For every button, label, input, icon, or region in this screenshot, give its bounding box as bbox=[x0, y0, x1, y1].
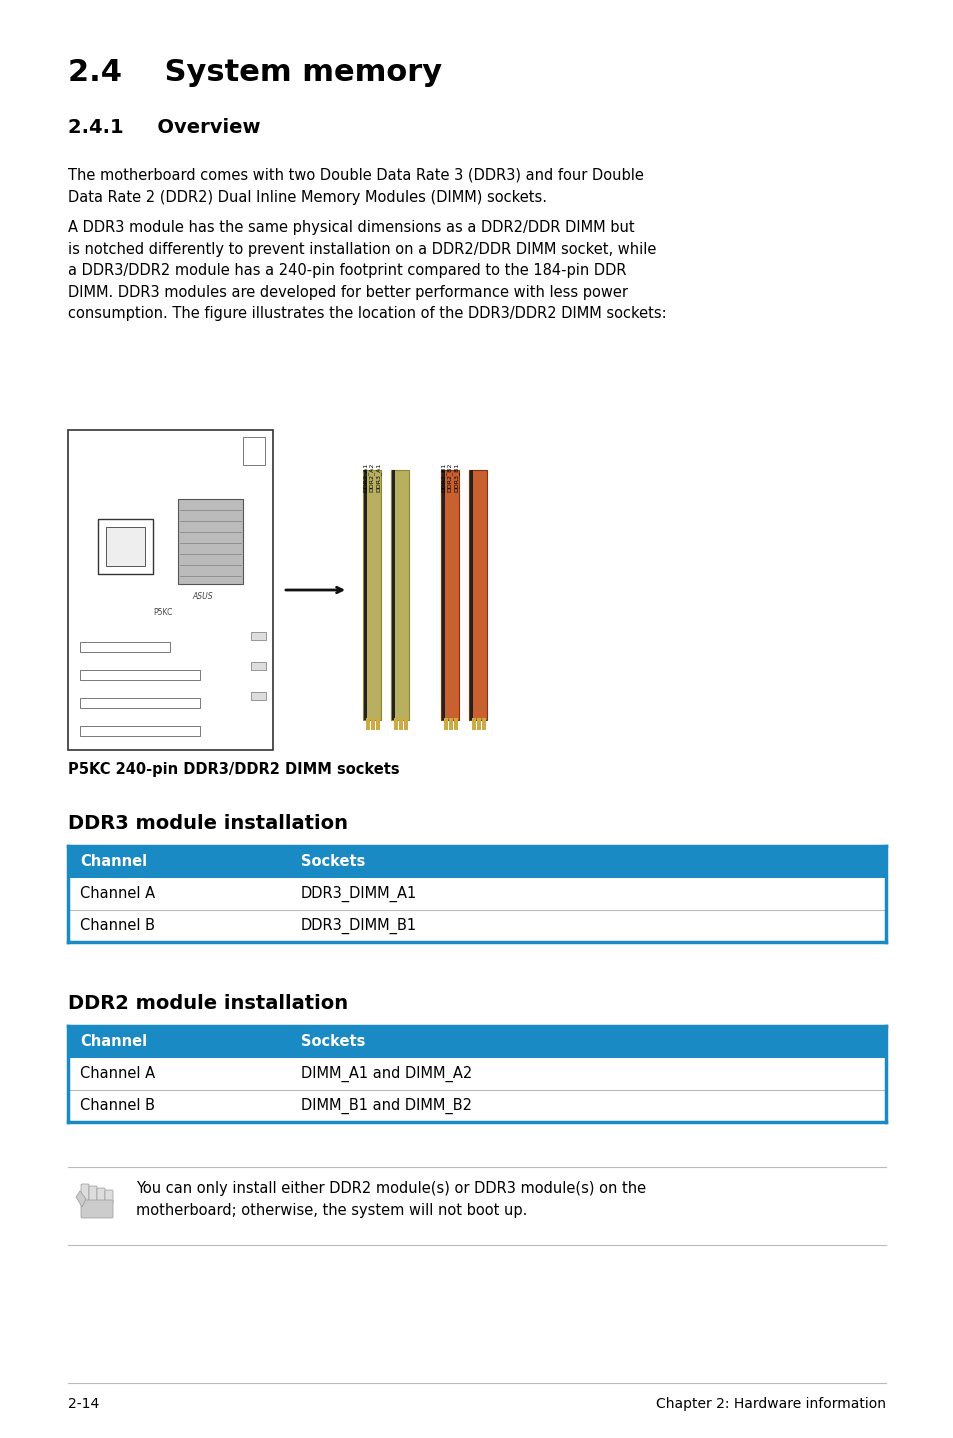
Bar bbox=[392, 470, 395, 720]
FancyBboxPatch shape bbox=[81, 1183, 89, 1204]
Bar bbox=[375, 718, 379, 731]
Bar bbox=[251, 631, 266, 640]
Bar bbox=[68, 910, 289, 942]
Text: The motherboard comes with two Double Data Rate 3 (DDR3) and four Double
Data Ra: The motherboard comes with two Double Da… bbox=[68, 168, 643, 204]
Bar bbox=[363, 470, 380, 720]
Bar bbox=[289, 846, 885, 879]
Bar bbox=[68, 846, 289, 879]
Text: Channel A: Channel A bbox=[80, 1067, 155, 1081]
Bar bbox=[476, 718, 480, 731]
Bar bbox=[80, 726, 200, 736]
Bar bbox=[469, 470, 486, 720]
Bar bbox=[398, 718, 402, 731]
Bar bbox=[470, 470, 473, 720]
Bar bbox=[440, 470, 458, 720]
Text: 2.4.1     Overview: 2.4.1 Overview bbox=[68, 118, 260, 137]
Bar bbox=[481, 718, 485, 731]
Text: Channel: Channel bbox=[80, 1034, 147, 1050]
Bar bbox=[80, 697, 200, 707]
Bar bbox=[449, 718, 453, 731]
Text: A DDR3 module has the same physical dimensions as a DDR2/DDR DIMM but
is notched: A DDR3 module has the same physical dime… bbox=[68, 220, 666, 322]
Bar bbox=[371, 718, 375, 731]
Text: DDR2_A1
DDR2_A2
DDR3_A1: DDR2_A1 DDR2_A2 DDR3_A1 bbox=[362, 463, 381, 492]
Bar bbox=[441, 470, 444, 720]
Bar bbox=[289, 1025, 885, 1058]
Text: DDR3 module installation: DDR3 module installation bbox=[68, 814, 348, 833]
Bar bbox=[443, 718, 448, 731]
Text: DDR2 module installation: DDR2 module installation bbox=[68, 994, 348, 1012]
Bar bbox=[68, 430, 273, 751]
FancyBboxPatch shape bbox=[81, 1199, 112, 1218]
Text: Sockets: Sockets bbox=[300, 1034, 365, 1050]
Text: 2.4    System memory: 2.4 System memory bbox=[68, 58, 441, 88]
Bar bbox=[68, 879, 289, 910]
Text: P5KC 240-pin DDR3/DDR2 DIMM sockets: P5KC 240-pin DDR3/DDR2 DIMM sockets bbox=[68, 762, 399, 777]
Text: ASUS: ASUS bbox=[193, 592, 213, 601]
FancyBboxPatch shape bbox=[105, 1191, 112, 1204]
Text: Chapter 2: Hardware information: Chapter 2: Hardware information bbox=[656, 1396, 885, 1411]
Bar bbox=[251, 692, 266, 700]
Text: DDR3_DIMM_A1: DDR3_DIMM_A1 bbox=[300, 886, 416, 902]
Text: 2-14: 2-14 bbox=[68, 1396, 99, 1411]
Bar bbox=[289, 1090, 885, 1122]
Bar bbox=[80, 641, 170, 651]
Text: Channel B: Channel B bbox=[80, 1099, 154, 1113]
Bar bbox=[98, 519, 152, 574]
FancyBboxPatch shape bbox=[89, 1186, 97, 1204]
Text: You can only install either DDR2 module(s) or DDR3 module(s) on the
motherboard;: You can only install either DDR2 module(… bbox=[136, 1181, 645, 1218]
Bar bbox=[391, 470, 409, 720]
Polygon shape bbox=[76, 1191, 86, 1206]
Text: DDR3_DIMM_B1: DDR3_DIMM_B1 bbox=[300, 917, 416, 935]
Text: DDR2_B1
DDR2_B2
DDR3_B1: DDR2_B1 DDR2_B2 DDR3_B1 bbox=[440, 463, 458, 492]
Bar bbox=[80, 670, 200, 680]
Text: Channel B: Channel B bbox=[80, 919, 154, 933]
Text: P5KC: P5KC bbox=[153, 608, 172, 617]
Bar bbox=[68, 1058, 289, 1090]
FancyBboxPatch shape bbox=[97, 1188, 105, 1204]
Bar bbox=[243, 437, 265, 464]
Bar bbox=[364, 470, 367, 720]
Text: DIMM_A1 and DIMM_A2: DIMM_A1 and DIMM_A2 bbox=[300, 1066, 472, 1083]
Bar bbox=[403, 718, 408, 731]
Bar bbox=[454, 718, 457, 731]
Bar bbox=[68, 1025, 289, 1058]
Bar bbox=[178, 499, 243, 584]
Bar bbox=[68, 1090, 289, 1122]
Text: Sockets: Sockets bbox=[300, 854, 365, 870]
Bar bbox=[106, 526, 145, 567]
Text: Channel A: Channel A bbox=[80, 886, 155, 902]
Bar bbox=[394, 718, 397, 731]
Bar bbox=[289, 910, 885, 942]
Bar bbox=[289, 1058, 885, 1090]
Bar bbox=[366, 718, 370, 731]
Bar bbox=[472, 718, 476, 731]
Bar bbox=[289, 879, 885, 910]
Bar bbox=[251, 661, 266, 670]
Text: DIMM_B1 and DIMM_B2: DIMM_B1 and DIMM_B2 bbox=[300, 1097, 472, 1114]
Text: Channel: Channel bbox=[80, 854, 147, 870]
